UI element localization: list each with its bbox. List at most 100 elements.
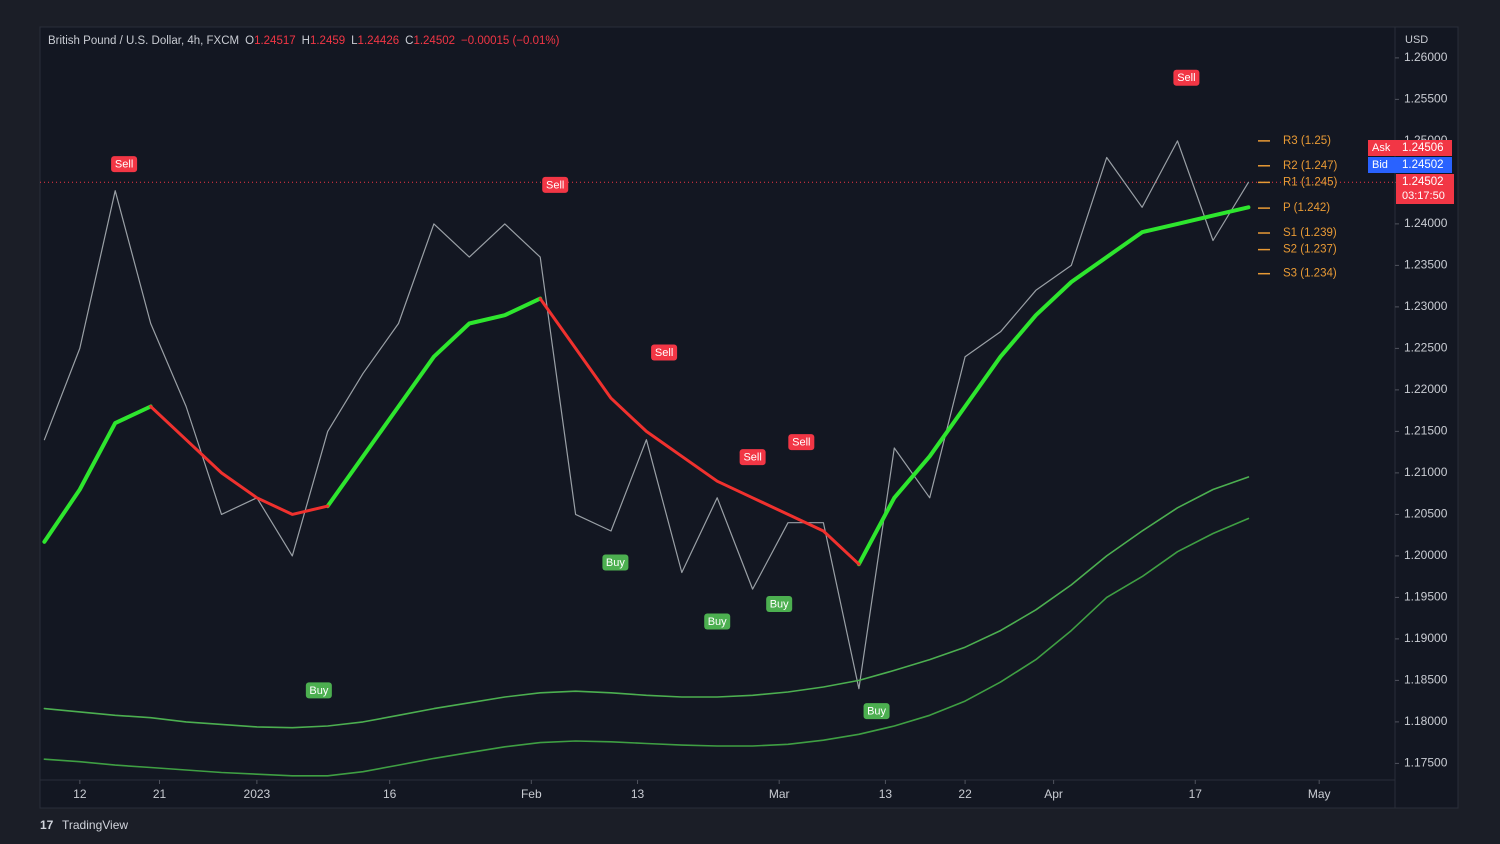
- series-line: [43, 517, 1250, 777]
- ask-key-bg: [1368, 140, 1396, 156]
- signal: Buy: [863, 703, 890, 720]
- y-tick-label: 1.23000: [1404, 299, 1448, 313]
- series-line: [43, 140, 1249, 690]
- signal: Buy: [704, 613, 731, 630]
- x-tick-label: 13: [631, 787, 645, 801]
- signal-badge: [111, 156, 138, 173]
- signal-label: Buy: [708, 616, 727, 628]
- x-tick-label: 21: [153, 787, 167, 801]
- brand-logo: 17: [40, 818, 54, 832]
- pivot-label: S2 (1.237): [1283, 244, 1337, 256]
- signal-label: Sell: [792, 437, 810, 449]
- change: −0.00015 (−0.01%): [461, 35, 560, 47]
- y-tick-label: 1.24000: [1404, 216, 1448, 230]
- ohlc-value: 1.2459: [310, 35, 345, 47]
- y-tick-label: 1.21500: [1404, 424, 1448, 438]
- pivot-label: S3 (1.234): [1283, 268, 1337, 280]
- signal: Sell: [111, 156, 138, 173]
- y-tick-label: 1.21000: [1404, 465, 1448, 479]
- y-tick-label: 1.20500: [1404, 507, 1448, 521]
- signal: Buy: [602, 554, 629, 571]
- signal: Sell: [651, 344, 678, 361]
- x-tick-label: Mar: [769, 787, 790, 801]
- bid-value-bg: [1396, 157, 1452, 173]
- signal-badge: [305, 682, 332, 699]
- ask-value-bg: [1396, 140, 1452, 156]
- series-line: [149, 297, 861, 566]
- brand: TradingView: [62, 818, 128, 832]
- y-tick-label: 1.18000: [1404, 714, 1448, 728]
- y-tick-label: 1.23500: [1404, 258, 1448, 272]
- pivot-label: P (1.242): [1283, 202, 1330, 214]
- signal-label: Sell: [1177, 72, 1195, 84]
- signal-badge: [1173, 69, 1200, 86]
- signal-badge: [542, 176, 569, 193]
- signal: Buy: [766, 596, 793, 613]
- currency: USD: [1405, 34, 1428, 46]
- signal: Sell: [1173, 69, 1200, 86]
- x-tick-label: May: [1308, 787, 1331, 801]
- last-value: 1.24502: [1402, 176, 1444, 188]
- bid-key: Bid: [1372, 159, 1388, 171]
- signal-label: Sell: [655, 347, 673, 359]
- x-tick-label: 16: [383, 787, 397, 801]
- signal-badge: [863, 703, 890, 720]
- ask-value: 1.24506: [1402, 142, 1444, 154]
- y-tick-label: 1.22000: [1404, 382, 1448, 396]
- x-tick-label: 2023: [244, 787, 271, 801]
- x-tick-label: 22: [958, 787, 972, 801]
- chart-panel: [39, 26, 1459, 809]
- signal-badge: [704, 613, 731, 630]
- y-tick-label: 1.19000: [1404, 631, 1448, 645]
- ohlc-key: L: [351, 35, 358, 47]
- x-tick-label: Apr: [1044, 787, 1063, 801]
- ask-key: Ask: [1372, 142, 1391, 154]
- x-tick-label: 13: [879, 787, 893, 801]
- ohlc-value: 1.24502: [413, 35, 455, 47]
- x-tick-label: 12: [73, 787, 87, 801]
- series-line: [43, 476, 1250, 729]
- signal-label: Buy: [770, 598, 789, 610]
- y-tick-label: 1.20000: [1404, 548, 1448, 562]
- signal-badge: [788, 434, 815, 451]
- y-tick-label: 1.18500: [1404, 673, 1448, 687]
- signal-badge: [739, 449, 766, 466]
- signal-badge: [651, 344, 678, 361]
- pivot-label: R3 (1.25): [1283, 135, 1331, 147]
- symbol: British Pound / U.S. Dollar, 4h, FXCM: [48, 35, 239, 47]
- y-tick-label: 1.17500: [1404, 756, 1448, 770]
- pivot-label: R1 (1.245): [1283, 176, 1338, 188]
- signal-label: Buy: [606, 557, 625, 569]
- ohlc-key: C: [405, 35, 413, 47]
- y-tick-label: 1.22500: [1404, 341, 1448, 355]
- signal: Sell: [788, 434, 815, 451]
- signal: Buy: [305, 682, 332, 699]
- y-tick-label: 1.25500: [1404, 92, 1448, 106]
- bid-value: 1.24502: [1402, 159, 1444, 171]
- last-bg: [1396, 174, 1454, 204]
- pivot-label: R2 (1.247): [1283, 160, 1338, 172]
- signal-label: Sell: [743, 452, 761, 464]
- pivot-label: S1 (1.239): [1283, 227, 1337, 239]
- ohlc-value: 1.24517: [254, 35, 296, 47]
- x-tick-label: 17: [1189, 787, 1203, 801]
- y-tick-label: 1.26000: [1404, 50, 1448, 64]
- bid-key-bg: [1368, 157, 1396, 173]
- x-tick-label: Feb: [521, 787, 542, 801]
- signal: Sell: [542, 176, 569, 193]
- ohlc-value: 1.24426: [358, 35, 400, 47]
- ohlc-key: O: [245, 35, 254, 47]
- series-line: [42, 205, 1251, 567]
- signal-label: Buy: [309, 685, 328, 697]
- signal-badge: [766, 596, 793, 613]
- ohlc-key: H: [302, 35, 310, 47]
- legend-header: British Pound / U.S. Dollar, 4h, FXCM O1.…: [48, 35, 560, 47]
- signal-badge: [602, 554, 629, 571]
- countdown: 03:17:50: [1402, 190, 1445, 202]
- signal: Sell: [739, 449, 766, 466]
- y-tick-label: 1.19500: [1404, 590, 1448, 604]
- signal-label: Sell: [546, 179, 564, 191]
- signal-label: Sell: [115, 159, 133, 171]
